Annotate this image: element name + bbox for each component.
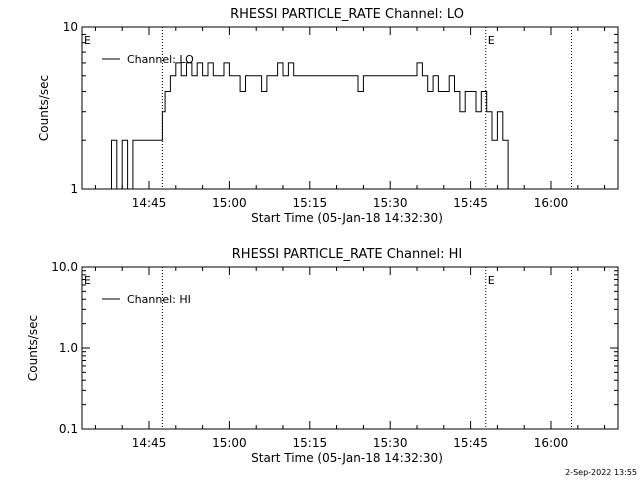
chart1-x-tick-label: 15:30 <box>373 196 408 210</box>
chart1-event-marker: E <box>488 34 495 47</box>
chart1-x-tick-label: 15:45 <box>453 196 488 210</box>
date-stamp: 2-Sep-2022 13:55 <box>565 468 637 477</box>
chart1-legend-label: Channel: LO <box>127 53 194 66</box>
chart1-x-tick-label: 14:45 <box>132 196 167 210</box>
chart1-event-marker: E <box>84 34 91 47</box>
chart2-y-axis-label: Counts/sec <box>26 315 40 381</box>
chart2-y-tick-label: 1.0 <box>59 341 78 355</box>
chart1: RHESSI PARTICLE_RATE Channel: LO Start Ti… <box>37 7 619 225</box>
chart1-y-axis-label: Counts/sec <box>37 75 51 141</box>
chart1-series-line <box>100 62 514 190</box>
chart2-event-marker: E <box>488 274 495 287</box>
chart1-title: RHESSI PARTICLE_RATE Channel: LO <box>230 7 464 22</box>
chart1-x-axis-label: Start Time (05-Jan-18 14:32:30) <box>251 211 443 225</box>
chart2: RHESSI PARTICLE_RATE Channel: HI Start Ti… <box>26 247 619 465</box>
chart1-plot-frame <box>81 26 619 190</box>
chart2-x-tick-label: 15:45 <box>453 436 488 450</box>
chart2-x-tick-label: 15:30 <box>373 436 408 450</box>
chart2-y-tick-label: 10.0 <box>51 260 78 274</box>
chart2-x-tick-label: 15:15 <box>293 436 328 450</box>
chart1-y-tick-label: 1 <box>70 182 78 196</box>
chart2-x-tick-label: 14:45 <box>132 436 167 450</box>
chart1-x-tick-label: 15:15 <box>293 196 328 210</box>
chart2-x-axis-label: Start Time (05-Jan-18 14:32:30) <box>251 451 443 465</box>
chart2-x-tick-label: 16:00 <box>534 436 569 450</box>
chart2-legend-label: Channel: HI <box>127 293 191 306</box>
chart1-x-tick-label: 16:00 <box>534 196 569 210</box>
chart1-x-tick-label: 15:00 <box>212 196 247 210</box>
chart1-y-tick-label: 10 <box>63 20 78 34</box>
chart2-title: RHESSI PARTICLE_RATE Channel: HI <box>232 247 462 262</box>
chart2-y-tick-label: 0.1 <box>59 422 78 436</box>
chart2-event-marker: E <box>84 274 91 287</box>
chart2-x-tick-label: 15:00 <box>212 436 247 450</box>
